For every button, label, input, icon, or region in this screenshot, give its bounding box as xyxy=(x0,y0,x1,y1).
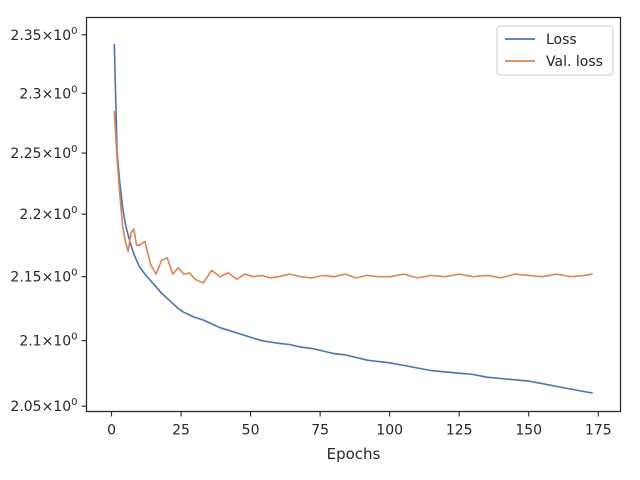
axes-frame xyxy=(85,16,622,413)
axis-ticks: 0 25 50 75 100 125 150 175 2.05×100 2.1×100 2.15×1… xyxy=(10,26,611,439)
x-tick-label: 75 xyxy=(311,423,329,439)
x-tick-label: 125 xyxy=(446,423,473,439)
y-tick-label: 2.15×100 xyxy=(10,268,77,286)
legend: Loss Val. loss xyxy=(496,25,614,76)
x-tick-label: 100 xyxy=(376,423,403,439)
y-tick-label: 2.3×100 xyxy=(19,84,77,102)
x-tick-label: 0 xyxy=(107,423,116,439)
x-tick-label: 150 xyxy=(515,423,542,439)
x-axis-label: Epochs xyxy=(327,445,381,463)
y-tick-label: 2.25×100 xyxy=(10,144,77,162)
series-line-val-loss xyxy=(113,111,593,284)
x-tick-label: 175 xyxy=(585,423,612,439)
plot-area xyxy=(113,44,593,394)
x-tick-label: 50 xyxy=(242,423,260,439)
x-tick-label: 25 xyxy=(172,423,190,439)
y-tick-label: 2.2×100 xyxy=(19,205,77,223)
y-tick-label: 2.05×100 xyxy=(10,397,77,415)
series-line-loss xyxy=(113,44,593,394)
y-tick-label: 2.1×100 xyxy=(19,332,77,350)
y-tick-label: 2.35×100 xyxy=(10,26,77,44)
legend-label-val-loss: Val. loss xyxy=(546,54,603,70)
legend-label-loss: Loss xyxy=(546,32,577,48)
